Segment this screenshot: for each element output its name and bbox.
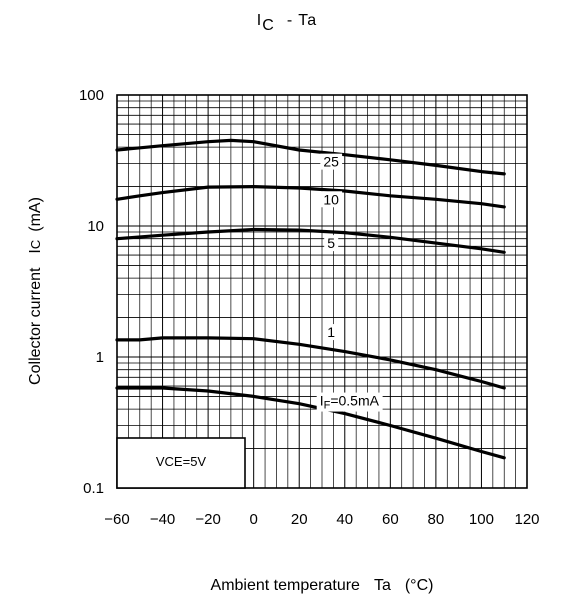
y-tick-label: 1: [96, 349, 104, 366]
y-axis-label-main: Collector current: [27, 267, 44, 385]
x-tick-label: −60: [104, 511, 129, 528]
series-label-25: 25: [323, 154, 339, 170]
y-axis-label-sub: C: [28, 240, 43, 249]
y-tick-label: 0.1: [83, 480, 104, 497]
x-tick-label: 60: [382, 511, 399, 528]
x-tick-label: 0: [249, 511, 257, 528]
x-tick-label: −40: [150, 511, 175, 528]
x-axis-label-unit: (°C): [405, 577, 434, 594]
x-tick-label: 120: [514, 511, 539, 528]
x-tick-label: −20: [195, 511, 220, 528]
y-axis-label-unit: (mA): [27, 197, 44, 232]
series-label-5: 5: [327, 235, 335, 251]
y-axis-label: Collector currentIC(mA): [27, 197, 44, 385]
y-tick-labels: 0.1 1 10 100: [79, 87, 104, 497]
condition-label: VCE=5V: [156, 454, 207, 469]
x-axis-label-symbol: Ta: [374, 577, 391, 594]
condition-box: VCE=5V: [117, 438, 245, 488]
x-axis-label-main: Ambient temperature: [211, 577, 361, 594]
chart-title: IC - Ta: [257, 12, 317, 34]
chart-title-rest: - Ta: [287, 12, 317, 29]
x-tick-label: 80: [428, 511, 445, 528]
x-tick-label: 100: [469, 511, 494, 528]
series-label-10: 10: [323, 191, 339, 207]
chart-title-sub: C: [262, 17, 275, 34]
x-tick-label: 20: [291, 511, 308, 528]
series-label-1: 1: [327, 324, 335, 340]
y-tick-label: 100: [79, 87, 104, 104]
y-tick-label: 10: [87, 218, 104, 235]
x-axis-label: Ambient temperature Ta (°C): [211, 577, 434, 594]
x-tick-labels: −60 −40 −20 0 20 40 60 80 100 120: [104, 511, 539, 528]
x-tick-label: 40: [336, 511, 353, 528]
